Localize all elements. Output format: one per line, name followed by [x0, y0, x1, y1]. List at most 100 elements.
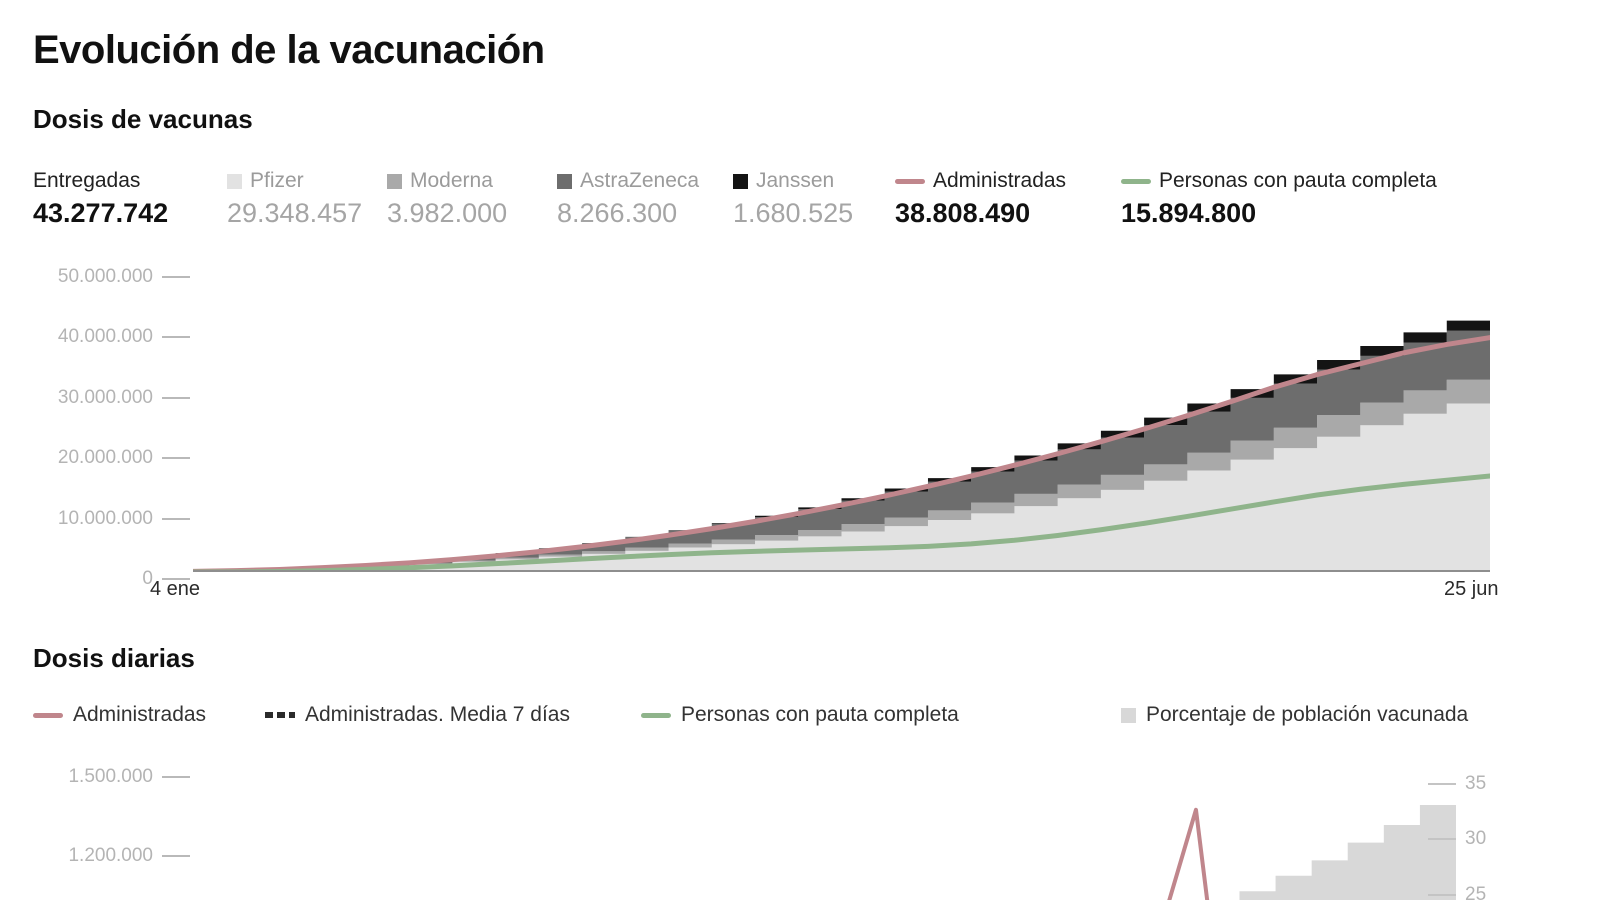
- legend2-item-administradas-media-7-d-as: Administradas. Media 7 días: [265, 703, 570, 727]
- kpi-label: Personas con pauta completa: [1159, 169, 1437, 192]
- kpi-value: 3.982.000: [387, 198, 508, 228]
- chart1-y-tick-mark: [162, 517, 190, 520]
- chart1-y-tick: 20.000.000: [0, 447, 190, 469]
- chart1-y-tick-mark: [162, 336, 190, 339]
- chart1-y-tick: 50.000.000: [0, 266, 190, 288]
- legend-swatch-box-icon: [387, 173, 402, 189]
- legend-swatch-box-icon: [1121, 707, 1136, 723]
- section-title-dosis-diarias: Dosis diarias: [33, 643, 195, 673]
- kpi-value: 38.808.490: [895, 198, 1031, 228]
- kpi-label: Moderna: [410, 169, 493, 192]
- chart2-y-tick-left-mark: [162, 855, 190, 857]
- kpi-value: 29.348.457: [227, 198, 363, 228]
- chart2-y-tick-right-label: 35: [1465, 773, 1487, 795]
- chart1-line-personas-con-pauta-completa: [193, 473, 1490, 572]
- legend2-item-porcentaje-de-poblaci-n-vacunada: Porcentaje de población vacunada: [1121, 703, 1468, 727]
- kpi-administradas: Administradas 38.808.490: [895, 168, 1066, 229]
- chart2-area-porcentaje-poblacion-vacunada: [1239, 789, 1456, 900]
- legend-swatch-line-icon: [641, 712, 671, 718]
- kpi-label: Janssen: [756, 169, 835, 192]
- chart1-x-label-start: 4 ene: [150, 578, 201, 600]
- chart2-line-administradas: [1167, 807, 1210, 900]
- chart2-y-tick-right: 25: [1428, 884, 1486, 900]
- kpi-entregadas: Entregadas 43.277.742: [33, 168, 168, 229]
- chart2-y-tick-left: 1.500.000: [0, 766, 190, 788]
- chart2-y-tick-left-label: 1.200.000: [68, 845, 153, 866]
- chart2-y-tick-right: 35: [1428, 773, 1486, 795]
- chart1-y-tick-label: 0: [142, 568, 153, 589]
- legend2-label: Porcentaje de población vacunada: [1146, 703, 1469, 726]
- legend-swatch-line-icon: [33, 712, 63, 718]
- chart2-y-tick-right-mark: [1428, 838, 1456, 841]
- chart2-y-tick-right-mark: [1428, 783, 1456, 786]
- daily-doses-legend: Administradas Administradas. Media 7 días…: [33, 703, 1578, 731]
- chart1-y-tick-label: 50.000.000: [57, 266, 153, 287]
- kpi-header: Pfizer: [227, 168, 362, 194]
- chart2-plot-area: [193, 752, 1456, 900]
- legend-swatch-line-icon: [895, 178, 925, 184]
- kpi-astrazeneca: AstraZeneca 8.266.300: [557, 168, 699, 229]
- kpi-header: AstraZeneca: [557, 168, 699, 194]
- chart2-y-tick-right-mark: [1428, 893, 1456, 896]
- kpi-header: Janssen: [733, 168, 853, 194]
- vaccine-kpi-legend: Entregadas 43.277.742 Pfizer 29.348.457 Mode…: [33, 168, 1573, 240]
- kpi-header: Entregadas: [33, 168, 168, 194]
- legend2-label: Administradas: [73, 703, 207, 726]
- chart1-y-tick-mark: [162, 457, 190, 460]
- kpi-header: Personas con pauta completa: [1121, 168, 1437, 194]
- chart1-baseline: [193, 570, 1490, 572]
- chart2-y-tick-left-mark: [162, 776, 190, 779]
- chart1-y-tick-mark: [162, 396, 190, 399]
- chart1-svg: [193, 310, 1490, 572]
- chart1-y-tick: 10.000.000: [0, 508, 190, 530]
- chart2-y-tick-right-label: 25: [1465, 883, 1487, 900]
- kpi-pfizer: Pfizer 29.348.457: [227, 168, 362, 229]
- kpi-value: 15.894.800: [1121, 198, 1257, 228]
- kpi-janssen: Janssen 1.680.525: [733, 168, 853, 229]
- chart1-stack-astrazeneca: [193, 320, 1490, 572]
- chart1-y-tick-label: 30.000.000: [57, 386, 153, 408]
- legend-swatch-box-icon: [557, 173, 572, 189]
- legend-swatch-box-icon: [227, 173, 242, 189]
- kpi-header: Administradas: [895, 168, 1066, 194]
- chart1-y-tick: 40.000.000: [0, 326, 190, 348]
- kpi-personas-con-pauta-completa: Personas con pauta completa 15.894.800: [1121, 168, 1437, 229]
- chart1-plot-area: [193, 270, 1490, 572]
- legend2-item-personas-con-pauta-completa: Personas con pauta completa: [641, 703, 959, 727]
- chart-dosis-de-vacunas: 50.000.000 40.000.000 30.000.000 20.000.000…: [0, 262, 1600, 592]
- legend-swatch-dashed-icon: [265, 712, 295, 718]
- chart2-svg: [1167, 789, 1456, 900]
- legend2-label: Personas con pauta completa: [681, 703, 959, 726]
- chart2-y-tick-left: 1.200.000: [0, 845, 190, 867]
- kpi-label: Pfizer: [250, 169, 304, 192]
- legend2-item-administradas: Administradas: [33, 703, 206, 727]
- kpi-label: Administradas: [933, 169, 1067, 192]
- kpi-moderna: Moderna 3.982.000: [387, 168, 507, 229]
- chart1-y-tick-label: 10.000.000: [57, 507, 153, 529]
- section-title-dosis-de-vacunas: Dosis de vacunas: [33, 104, 253, 134]
- chart1-line-administradas: [193, 335, 1490, 572]
- chart1-stack-moderna: [193, 370, 1490, 572]
- chart1-y-tick: 30.000.000: [0, 387, 190, 409]
- chart1-y-tick: 0: [0, 568, 190, 590]
- chart1-stack-pfizer: [193, 394, 1490, 572]
- chart2-y-tick-left-label: 1.500.000: [68, 766, 153, 788]
- kpi-value: 43.277.742: [33, 198, 169, 228]
- kpi-label: Entregadas: [33, 169, 141, 192]
- chart1-x-label-end: 25 jun: [1444, 578, 1499, 600]
- kpi-value: 1.680.525: [733, 198, 854, 228]
- chart1-y-tick-label: 40.000.000: [57, 326, 153, 348]
- legend-swatch-line-icon: [1121, 178, 1151, 184]
- chart1-y-tick-mark: [162, 578, 190, 580]
- kpi-header: Moderna: [387, 168, 507, 194]
- legend-swatch-box-icon: [733, 173, 748, 189]
- chart2-y-tick-right: 30: [1428, 828, 1486, 850]
- page-title: Evolución de la vacunación: [33, 28, 545, 72]
- kpi-label: AstraZeneca: [580, 169, 700, 192]
- legend2-label: Administradas. Media 7 días: [305, 703, 570, 726]
- kpi-value: 8.266.300: [557, 198, 678, 228]
- chart1-y-tick-mark: [162, 276, 190, 278]
- chart2-y-tick-right-label: 30: [1465, 828, 1487, 850]
